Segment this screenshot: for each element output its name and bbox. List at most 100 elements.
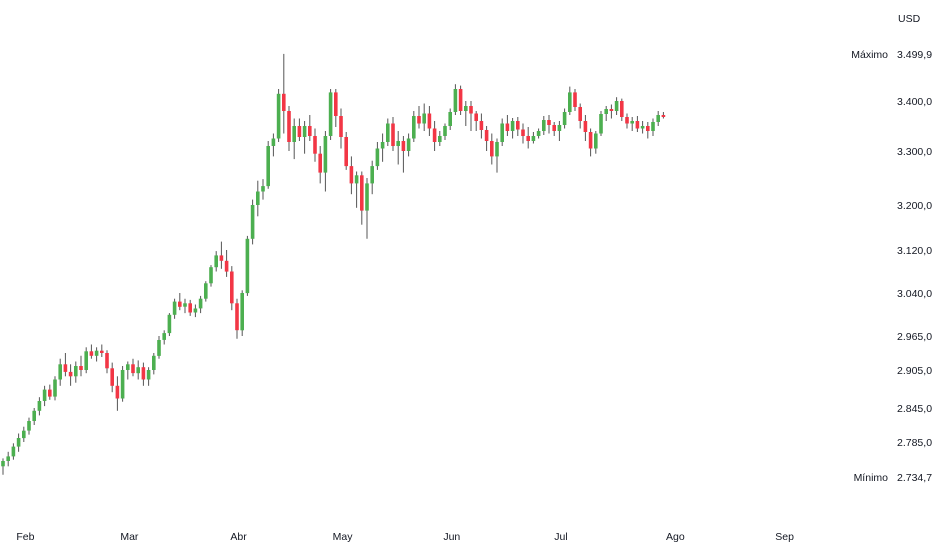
candle (396, 131, 400, 165)
candle-body-up (630, 121, 634, 124)
candle-body-up (292, 126, 296, 142)
candle-body-up (250, 205, 255, 239)
candle (230, 266, 234, 311)
candle-body-down (401, 141, 406, 151)
max-label: Máximo (851, 49, 888, 61)
candle (651, 118, 655, 136)
candle (604, 106, 608, 121)
candle (188, 299, 192, 316)
y-tick-label: 3.200,00 (897, 200, 932, 212)
candle (74, 361, 78, 383)
candle (204, 281, 208, 302)
candle (141, 362, 146, 386)
candle-body-up (74, 366, 78, 377)
candle (27, 417, 31, 435)
candle-body-up (448, 112, 452, 126)
candle-body-down (339, 116, 343, 137)
candle-body-up (380, 142, 385, 149)
candle-body-down (547, 120, 551, 125)
candle (365, 178, 369, 239)
candle-body-up (240, 293, 244, 331)
candle-body-up (32, 410, 36, 421)
candle-body-up (27, 421, 31, 431)
candle (152, 353, 156, 375)
candle (505, 115, 510, 136)
candle-body-up (323, 136, 328, 173)
candle-body-down (521, 129, 525, 136)
candle-body-down (308, 126, 312, 136)
candle (557, 121, 562, 141)
candle (313, 128, 317, 162)
candle-body-up (204, 283, 208, 299)
candle (458, 85, 463, 115)
candle-body-down (620, 101, 624, 117)
candle-body-down (349, 166, 354, 184)
candle-body-down (224, 260, 229, 272)
candle-body-up (167, 314, 172, 334)
candle-body-up (261, 186, 265, 192)
candle (391, 117, 395, 151)
y-axis-ticks: 3.400,00 3.300,00 3.200,00 3.120,00 3.040,00… (897, 96, 932, 449)
candle (157, 336, 161, 359)
candle (308, 115, 312, 141)
candle (599, 111, 603, 136)
candle-body-up (209, 267, 213, 284)
candle (120, 366, 125, 402)
candle (516, 117, 520, 136)
candle (276, 89, 281, 142)
candle-body-up (172, 301, 177, 315)
candle (432, 121, 437, 151)
candle-body-down (282, 93, 286, 111)
candle (474, 111, 478, 131)
candle-body-up (422, 113, 426, 124)
candle-body-up (1, 461, 5, 467)
candle-body-down (625, 117, 629, 124)
candle-body-down (588, 132, 593, 149)
candle (521, 123, 525, 144)
candle (594, 131, 598, 154)
candle-body-down (334, 92, 338, 116)
candle (6, 451, 10, 467)
candle-body-up (531, 136, 536, 141)
candle-body-up (120, 370, 125, 399)
max-value: 3.499,92 (897, 49, 932, 61)
candle-body-up (53, 379, 57, 397)
candle-body-down (526, 136, 530, 141)
candle (16, 433, 21, 452)
candle-body-down (360, 175, 364, 211)
candle-body-up (152, 355, 156, 370)
candle (386, 118, 390, 146)
candle-body-down (635, 121, 640, 129)
candle (178, 293, 182, 311)
candle-body-up (126, 364, 130, 370)
candle-body-down (141, 367, 146, 380)
candle-body-down (297, 126, 302, 137)
candle-body-up (500, 123, 504, 142)
candle (292, 118, 296, 160)
candle (224, 250, 229, 277)
candle (453, 84, 458, 115)
x-tick-label: Feb (16, 531, 34, 543)
candle-body-up (365, 183, 369, 211)
candle (11, 443, 16, 460)
candle (495, 138, 499, 173)
candle-body-up (11, 446, 16, 457)
candle (266, 141, 270, 189)
candle-body-up (651, 122, 655, 131)
candle (146, 367, 151, 386)
candle (193, 304, 198, 318)
candle (625, 113, 629, 129)
candle-body-down (230, 271, 234, 304)
candle (1, 458, 5, 475)
candle-body-down (474, 113, 478, 121)
candle (552, 122, 556, 136)
candle-body-up (6, 456, 10, 461)
candle-body-up (271, 138, 276, 146)
candle-body-down (427, 113, 432, 129)
candle-body-up (94, 350, 99, 356)
candle-body-up (604, 109, 608, 114)
candle-body-up (198, 298, 203, 309)
candles-layer (1, 53, 666, 475)
candle (198, 295, 203, 314)
candle (126, 361, 130, 380)
